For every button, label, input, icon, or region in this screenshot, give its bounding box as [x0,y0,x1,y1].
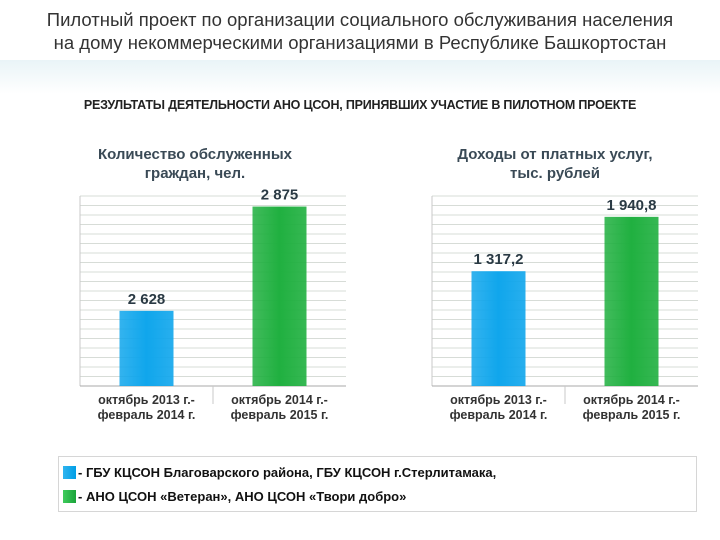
chart-2-title: Доходы от платных услуг, тыс. рублей [400,145,710,183]
chart-1-title: Количество обслуженных граждан, чел. [40,145,350,183]
bar-2 [252,206,307,386]
category-label-1-line-2: февраль 2014 г. [98,408,196,422]
header-divider-band [0,60,720,94]
category-label-2-line-2: февраль 2015 г. [583,408,681,422]
chart-2-title-line-1: Доходы от платных услуг, [457,146,653,163]
data-label-1: 1 317,2 [473,251,523,268]
data-label-2: 2 875 [261,187,299,204]
slide-title-line-1: Пилотный проект по организации социально… [46,9,674,30]
chart-1-title-line-2: граждан, чел. [144,165,246,182]
legend-label-1: - ГБУ КЦСОН Благоварского района, ГБУ КЦ… [78,464,497,480]
category-label-1-line-1: октябрь 2013 г.- [98,393,195,407]
legend: - ГБУ КЦСОН Благоварского района, ГБУ КЦ… [58,456,697,512]
chart-2-title-line-2: тыс. рублей [510,165,600,182]
legend-swatch-green [63,489,76,503]
legend-label-2: - АНО ЦСОН «Ветеран», АНО ЦСОН «Твори до… [78,488,407,504]
data-label-1: 2 628 [128,291,166,308]
section-subtitle: РЕЗУЛЬТАТЫ ДЕЯТЕЛЬНОСТИ АНО ЦСОН, ПРИНЯВ… [83,98,637,112]
chart-paid-services-income: 1 317,2 октябрь 2013 г.-февраль 2014 г. 1 … [431,195,698,422]
category-label-2-line-2: февраль 2015 г. [231,408,329,422]
chart-1-title-line-1: Количество обслуженных [97,146,293,163]
legend-swatch-blue [63,465,76,479]
legend-item-2013: - ГБУ КЦСОН Благоварского района, ГБУ КЦ… [63,463,496,481]
slide-title: Пилотный проект по организации социально… [0,8,720,54]
slide-title-line-2: на дому некоммерческими организациями в … [53,32,667,53]
bar-1 [471,271,526,386]
category-label-1-line-1: октябрь 2013 г.- [450,393,547,407]
bar-1 [119,310,174,386]
category-label-2-line-1: октябрь 2014 г.- [231,393,328,407]
category-label-1-line-2: февраль 2014 г. [450,408,548,422]
bar-2 [604,216,659,386]
data-label-2: 1 940,8 [606,197,656,214]
category-label-2-line-1: октябрь 2014 г.- [583,393,680,407]
legend-item-2014: - АНО ЦСОН «Ветеран», АНО ЦСОН «Твори до… [63,487,406,505]
chart-people-served: 2 628 октябрь 2013 г.-февраль 2014 г. 2 87… [79,187,346,422]
